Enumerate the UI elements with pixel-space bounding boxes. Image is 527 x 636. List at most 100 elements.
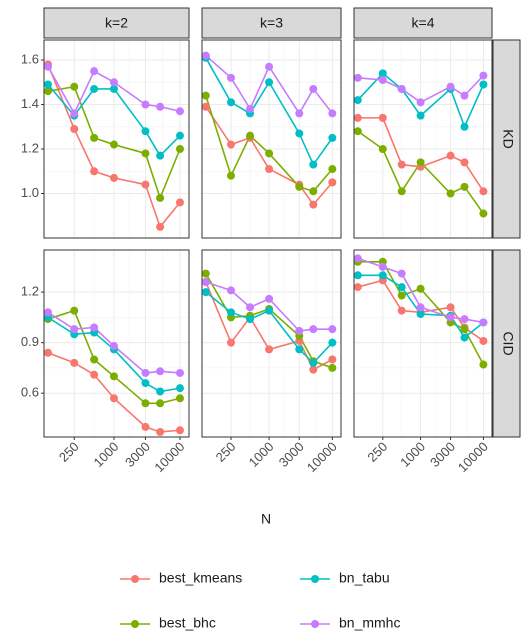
data-point [43, 308, 52, 317]
data-point [353, 73, 362, 82]
data-point [175, 131, 184, 140]
data-point [265, 294, 274, 303]
data-point [175, 198, 184, 207]
data-point [309, 187, 318, 196]
data-point [156, 399, 165, 408]
data-point [397, 283, 406, 292]
data-point [156, 193, 165, 202]
legend-label: bn_mmhc [339, 615, 400, 631]
data-point [416, 303, 425, 312]
x-tick-label: 1000 [90, 439, 121, 470]
data-point [353, 271, 362, 280]
data-point [227, 140, 236, 149]
data-point [353, 254, 362, 263]
data-point [141, 149, 150, 158]
data-point [70, 82, 79, 91]
panel-border [201, 249, 342, 438]
legend-label: best_bhc [159, 615, 216, 631]
x-tick-label: 3000 [122, 439, 153, 470]
data-point [265, 165, 274, 174]
data-point [90, 370, 99, 379]
data-point [156, 151, 165, 160]
x-tick-label: 10000 [151, 439, 187, 475]
data-point [201, 269, 210, 278]
data-point [309, 84, 318, 93]
strip-bg [201, 7, 342, 39]
data-point [265, 149, 274, 158]
data-point [460, 158, 469, 167]
data-point [295, 109, 304, 118]
data-point [43, 87, 52, 96]
column-strip-label: k=4 [412, 15, 435, 31]
data-point [479, 360, 488, 369]
y-tick-label: 1.4 [21, 96, 39, 111]
data-point [446, 82, 455, 91]
data-point [309, 365, 318, 374]
data-point [479, 71, 488, 80]
legend-label: bn_tabu [339, 570, 390, 586]
data-point [175, 107, 184, 116]
data-point [460, 333, 469, 342]
x-tick-label: 3000 [427, 439, 458, 470]
data-point [309, 200, 318, 209]
x-tick-label: 1000 [246, 439, 277, 470]
strip-bg [353, 7, 493, 39]
data-point [109, 342, 118, 351]
data-point [353, 283, 362, 292]
strip-bg [43, 7, 190, 39]
data-point [378, 113, 387, 122]
data-point [265, 345, 274, 354]
panel-border [43, 249, 190, 438]
data-point [328, 325, 337, 334]
data-point [156, 367, 165, 376]
panel-border [201, 39, 342, 239]
panel-bg [202, 250, 341, 437]
data-point [246, 315, 255, 324]
data-point [70, 306, 79, 315]
data-point [227, 98, 236, 107]
data-point [446, 303, 455, 312]
data-point [397, 187, 406, 196]
data-point [460, 182, 469, 191]
data-point [353, 127, 362, 136]
column-strip-label: k=2 [105, 15, 128, 31]
x-tick-label: 250 [364, 439, 390, 465]
data-point [479, 318, 488, 327]
data-point [328, 338, 337, 347]
data-point [378, 271, 387, 280]
data-point [90, 133, 99, 142]
data-point [109, 140, 118, 149]
data-point [90, 167, 99, 176]
data-point [141, 180, 150, 189]
data-point [353, 113, 362, 122]
data-point [416, 158, 425, 167]
data-point [309, 358, 318, 367]
data-point [201, 278, 210, 287]
data-point [446, 151, 455, 160]
x-axis-title: N [261, 511, 271, 527]
data-point [70, 358, 79, 367]
strip-bg [492, 39, 521, 239]
data-point [175, 426, 184, 435]
panel-bg [44, 40, 189, 238]
column-strip-label: k=3 [260, 15, 283, 31]
data-point [295, 345, 304, 354]
row-strip-label: KD [500, 129, 516, 148]
data-point [175, 384, 184, 393]
data-point [446, 313, 455, 322]
panel-bg [354, 40, 492, 238]
data-point [156, 427, 165, 436]
data-point [141, 100, 150, 109]
data-point [201, 102, 210, 111]
data-point [460, 122, 469, 131]
data-point [141, 127, 150, 136]
data-point [416, 111, 425, 120]
x-tick-label: 250 [213, 439, 239, 465]
y-tick-label: 0.6 [21, 385, 39, 400]
data-point [309, 160, 318, 169]
y-tick-label: 1.2 [21, 284, 39, 299]
data-point [479, 209, 488, 218]
data-point [416, 98, 425, 107]
x-tick-label: 1000 [397, 439, 428, 470]
data-point [295, 182, 304, 191]
